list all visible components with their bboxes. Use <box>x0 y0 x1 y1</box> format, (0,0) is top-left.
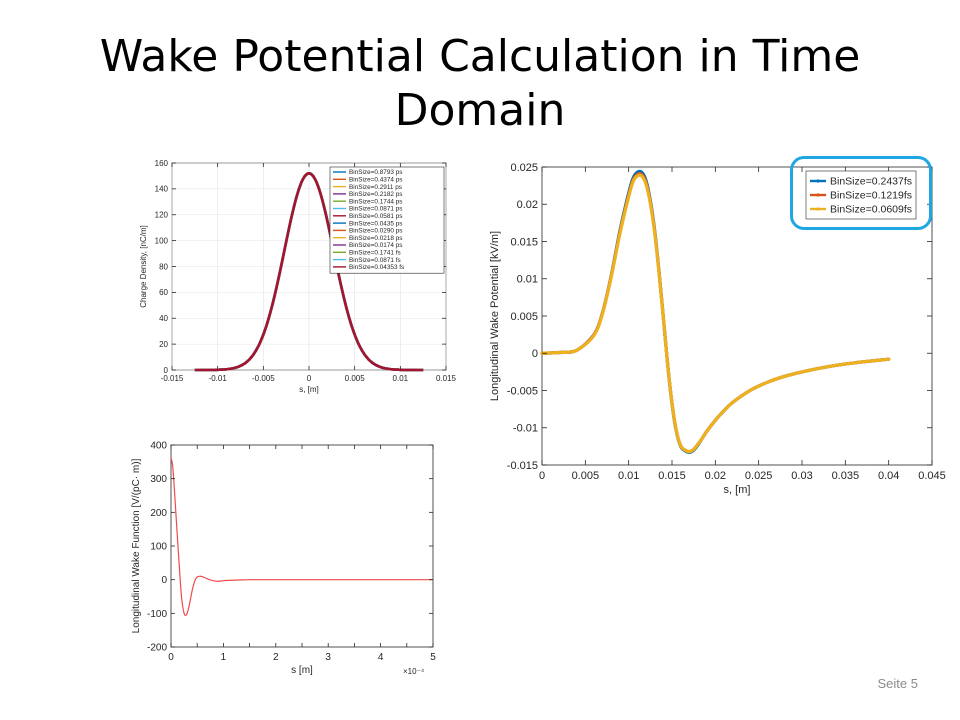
charge-legend-label-13: BinSize=0.04353 fs <box>349 264 404 271</box>
wake-potential-legend: BinSize=0.2437fs BinSize=0.1219fs BinSize=… <box>805 170 917 220</box>
page-number: Seite 5 <box>877 676 918 691</box>
wake-function-x-axis-label: s [m] <box>291 665 313 676</box>
charge-legend-label-12: BinSize=0.0871 fs <box>349 257 401 264</box>
charge-legend-label-5: BinSize=0.0871 ps <box>349 206 402 213</box>
x-tick-label-0: 0 <box>168 652 174 663</box>
charge-legend-label-7: BinSize=0.0435 ps <box>349 220 402 227</box>
wake-function-chart: 0 1 2 3 4 5 -200 -100 0 100 200 300 400 s [m] Longit… <box>131 441 436 677</box>
x-tick-label-8: 0.04 <box>878 470 899 482</box>
x-tick-label-4: 0.02 <box>705 470 726 482</box>
x-tick-label-2: 1 <box>221 652 227 663</box>
x-tick-label-4: 2 <box>273 652 279 663</box>
y-tick-label-1: 20 <box>159 340 168 349</box>
charge-legend-box <box>329 166 445 274</box>
y-tick-label-0: 0 <box>164 366 169 375</box>
wake-potential-chart: 0 0.005 0.01 0.015 0.02 0.025 0.03 0.035 0.04 0.0… <box>489 162 946 496</box>
x-tick-label-7: 0.035 <box>832 470 860 482</box>
y-tick-label-4: 200 <box>150 508 167 519</box>
x-tick-label-4: 0.005 <box>345 374 366 383</box>
x-tick-label-0: -0.015 <box>161 374 184 383</box>
wake-potential-y-axis-label: Longitudinal Wake Potential [kV/m] <box>489 231 501 401</box>
charge-legend-label-4: BinSize=0.1744 ps <box>349 198 402 205</box>
x-tick-label-3: 0 <box>307 374 312 383</box>
wake-potential-legend-marker-1 <box>816 193 820 197</box>
x-tick-label-1: 0.005 <box>572 470 600 482</box>
charge-series-line-13 <box>194 172 424 372</box>
wake-function-series-line-0 <box>170 457 433 617</box>
wake-potential-legend-marker-2 <box>816 207 820 211</box>
y-tick-label-3: 0 <box>532 348 538 360</box>
charge-legend-label-0: BinSize=0.8793 ps <box>349 169 402 176</box>
wake-potential-series-line-2 <box>540 173 891 454</box>
charge-grid <box>171 162 447 371</box>
x-tick-label-6: 0.015 <box>436 374 457 383</box>
y-tick-label-0: -200 <box>147 643 167 654</box>
y-tick-label-3: 100 <box>150 542 167 553</box>
y-tick-label-2: 0 <box>161 575 167 586</box>
legend-highlight-box <box>790 156 932 230</box>
x-tick-label-9: 0.045 <box>918 470 946 482</box>
x-tick-label-0: 0 <box>539 470 545 482</box>
y-tick-label-4: 0.005 <box>510 311 538 323</box>
x-tick-label-5: 0.01 <box>393 374 409 383</box>
y-tick-label-2: -0.005 <box>507 385 538 397</box>
wake-potential-legend-label-1: BinSize=0.1219fs <box>830 190 912 202</box>
charge-legend-label-1: BinSize=0.4374 ps <box>349 177 402 184</box>
y-tick-label-2: 40 <box>159 314 168 323</box>
y-tick-label-4: 80 <box>159 262 168 271</box>
charge-tick-labels: -0.015 -0.01 -0.005 0 0.005 0.01 0.015 0 20 40 60 8… <box>155 159 457 383</box>
slide-title: Wake Potential Calculation in Time Domai… <box>99 31 861 136</box>
x-tick-label-10: 5 <box>430 652 436 663</box>
wake-function-tick-labels: 0 1 2 3 4 5 -200 -100 0 100 200 300 400 <box>147 441 436 664</box>
charge-legend-label-6: BinSize=0.0581 ps <box>349 213 402 220</box>
plot-area-frame <box>170 444 434 648</box>
charge-legend-label-10: BinSize=0.0174 ps <box>349 242 402 249</box>
y-tick-label-5: 100 <box>155 236 169 245</box>
charge-curves <box>194 172 424 372</box>
wake-potential-tick-labels: 0 0.005 0.01 0.015 0.02 0.025 0.03 0.035 0.04 0.0… <box>507 162 946 482</box>
charge-legend-label-8: BinSize=0.0290 ps <box>349 228 402 235</box>
y-tick-label-1: -0.01 <box>513 423 538 435</box>
x-tick-label-6: 0.03 <box>791 470 812 482</box>
wake-function-axes-frame <box>170 444 434 648</box>
y-tick-label-6: 0.015 <box>510 236 538 248</box>
wake-potential-curves <box>540 169 891 454</box>
wake-potential-legend-label-2: BinSize=0.0609fs <box>830 204 912 216</box>
y-tick-label-3: 60 <box>159 288 168 297</box>
y-tick-label-1: -100 <box>147 609 167 620</box>
y-tick-label-7: 0.02 <box>517 199 538 211</box>
y-tick-label-5: 300 <box>150 474 167 485</box>
charge-legend-label-11: BinSize=0.1741 fs <box>349 250 401 257</box>
x-tick-label-8: 4 <box>378 652 384 663</box>
y-tick-label-8: 0.025 <box>510 162 538 174</box>
y-tick-label-8: 160 <box>155 159 169 168</box>
wake-function-curve <box>170 457 433 617</box>
x-tick-label-2: 0.01 <box>618 470 639 482</box>
charge-y-axis-label: Charge Density, [nC/m] <box>139 225 148 308</box>
y-tick-label-5: 0.01 <box>517 274 538 286</box>
charge-x-axis-label: s, [m] <box>299 385 319 394</box>
wake-potential-x-axis-label: s, [m] <box>724 484 751 496</box>
wake-potential-legend-marker-0 <box>816 179 820 183</box>
y-tick-label-6: 120 <box>155 211 169 220</box>
y-tick-label-6: 400 <box>150 441 167 452</box>
charge-legend-label-3: BinSize=0.2182 ps <box>349 191 402 198</box>
charge-legend-label-9: BinSize=0.0218 ps <box>349 235 402 242</box>
y-tick-label-7: 140 <box>155 185 169 194</box>
x-tick-label-3: 0.015 <box>658 470 686 482</box>
charge-density-chart: -0.015 -0.01 -0.005 0 0.005 0.01 0.015 0 20 40 60 8… <box>139 159 457 394</box>
x-tick-label-1: -0.01 <box>209 374 228 383</box>
wake-function-x-exponent: ×10⁻⁴ <box>403 667 425 676</box>
x-tick-label-5: 0.025 <box>745 470 773 482</box>
x-tick-label-6: 3 <box>325 652 331 663</box>
x-tick-label-2: -0.005 <box>252 374 275 383</box>
charge-legend-label-2: BinSize=0.2911 ps <box>349 184 402 191</box>
y-tick-label-0: -0.015 <box>507 460 538 472</box>
wake-potential-legend-label-0: BinSize=0.2437fs <box>830 176 912 188</box>
wake-function-y-axis-label: Longitudinal Wake Function [V/(pC· m)] <box>131 458 142 633</box>
